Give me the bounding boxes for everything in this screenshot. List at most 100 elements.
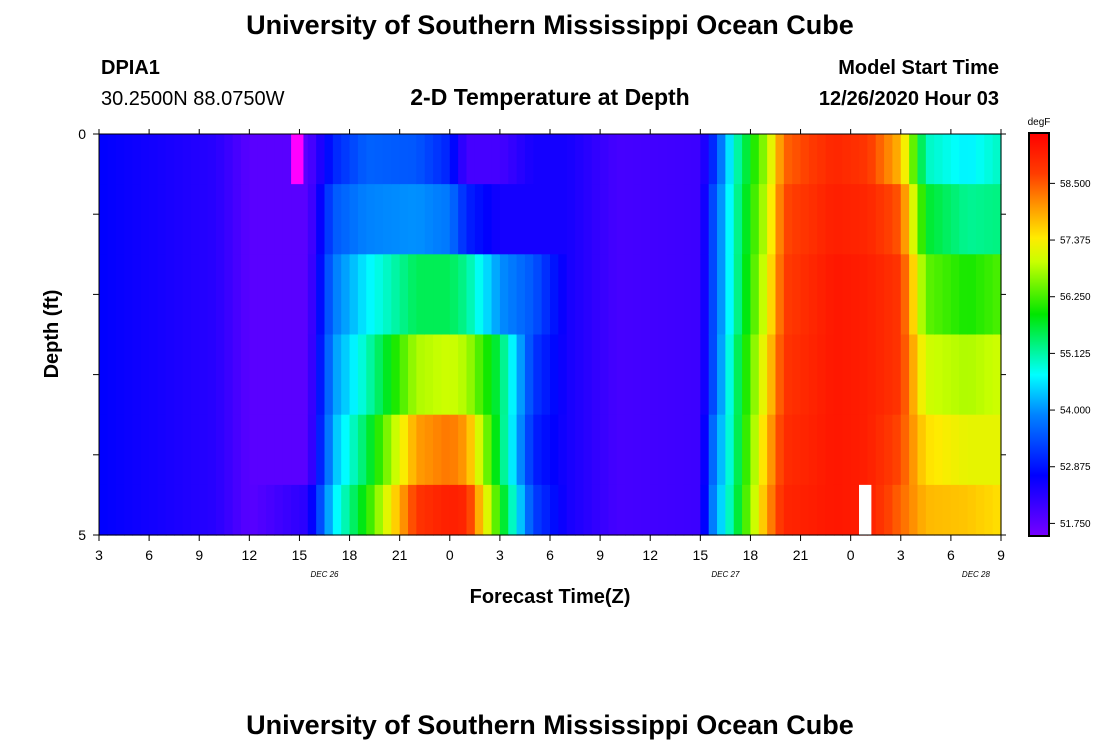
heatmap-cell — [341, 414, 351, 486]
heatmap-cell — [725, 184, 735, 255]
heatmap-cell — [533, 254, 543, 336]
heatmap-cell — [558, 334, 568, 416]
heatmap-cell — [558, 134, 568, 185]
heatmap-cell — [909, 254, 919, 336]
heatmap-cell — [458, 254, 468, 336]
heatmap-cell — [708, 484, 718, 536]
heatmap-cell — [842, 184, 852, 255]
heatmap-cell — [491, 134, 501, 185]
heatmap-cell — [608, 414, 618, 486]
heatmap-cell — [700, 134, 710, 185]
heatmap-cell — [207, 334, 217, 416]
heatmap-cell — [867, 414, 877, 486]
heatmap-cell — [650, 254, 660, 336]
heatmap-cell — [433, 334, 443, 416]
heatmap-cell — [357, 134, 367, 185]
heatmap-cell — [750, 414, 760, 486]
heatmap-cell — [950, 254, 960, 336]
heatmap-cell — [224, 484, 234, 536]
heatmap-cell — [641, 484, 651, 536]
heatmap-cell — [240, 334, 250, 416]
heatmap-cell — [274, 134, 284, 185]
heatmap-cell — [215, 334, 225, 416]
heatmap-cell — [232, 484, 242, 536]
heatmap-cell — [717, 134, 726, 185]
heatmap-cell — [357, 484, 367, 536]
heatmap-cell — [825, 334, 835, 416]
heatmap-cell — [282, 254, 292, 336]
heatmap-cell — [750, 134, 760, 185]
heatmap-cell — [115, 254, 125, 336]
x-tick-label: 12 — [642, 547, 658, 563]
heatmap-cell — [266, 334, 275, 416]
colorbar — [1028, 132, 1050, 537]
heatmap-cell — [224, 334, 234, 416]
heatmap-cell — [717, 484, 726, 536]
heatmap-cell — [583, 184, 593, 255]
heatmap-cell — [658, 134, 668, 185]
heatmap-cell — [174, 134, 184, 185]
heatmap-cell — [925, 254, 935, 336]
heatmap-cell — [391, 134, 401, 185]
heatmap-cell — [240, 254, 250, 336]
heatmap-cell — [925, 184, 935, 255]
y-axis-title: Depth (ft) — [41, 290, 63, 379]
heatmap-cell — [591, 334, 601, 416]
heatmap-cell — [491, 414, 501, 486]
heatmap-cell — [550, 414, 559, 486]
heatmap-cell — [266, 484, 275, 536]
heatmap-cell — [767, 414, 777, 486]
heatmap-cell — [975, 414, 985, 486]
heatmap-cell — [641, 254, 651, 336]
heatmap-cell — [140, 334, 150, 416]
heatmap-cell — [833, 134, 843, 185]
heatmap-cell — [215, 254, 225, 336]
heatmap-cell — [449, 254, 459, 336]
heatmap-cell — [817, 334, 827, 416]
heatmap-cell — [808, 334, 818, 416]
heatmap-cell — [934, 184, 944, 255]
heatmap-cell — [416, 414, 426, 486]
y-tick-label: 5 — [78, 527, 86, 543]
heatmap-cell — [733, 184, 743, 255]
heatmap-cell — [742, 184, 752, 255]
heatmap-cell — [299, 134, 309, 185]
heatmap-cell — [249, 414, 259, 486]
heatmap-cell — [792, 184, 802, 255]
heatmap-cell — [424, 414, 434, 486]
heatmap-cell — [408, 134, 417, 185]
heatmap-cell — [892, 184, 902, 255]
heatmap-cell — [608, 334, 618, 416]
heatmap-cell — [817, 484, 827, 536]
colorbar-tick-label: 55.125 — [1060, 349, 1091, 360]
heatmap-cell — [750, 184, 760, 255]
heatmap-cell — [391, 334, 401, 416]
heatmap-cell — [366, 184, 376, 255]
heatmap-cell — [99, 334, 108, 416]
heatmap-cell — [499, 334, 509, 416]
heatmap-cell — [307, 334, 317, 416]
heatmap-cell — [875, 334, 885, 416]
heatmap-cell — [291, 184, 301, 255]
heatmap-cell — [800, 334, 810, 416]
heatmap-cell — [282, 484, 292, 536]
heatmap-cell — [892, 254, 902, 336]
heatmap-cell — [240, 414, 250, 486]
heatmap-cell — [650, 134, 660, 185]
heatmap-cell — [541, 334, 551, 416]
heatmap-cell — [374, 484, 384, 536]
heatmap-cell — [107, 184, 117, 255]
heatmap-cell — [232, 334, 242, 416]
heatmap-cell — [992, 184, 1002, 255]
heatmap-cell — [508, 184, 518, 255]
heatmap-cell — [758, 134, 768, 185]
heatmap-cell — [232, 184, 242, 255]
heatmap-cell — [783, 184, 793, 255]
heatmap-cell — [232, 414, 242, 486]
heatmap-cell — [959, 414, 969, 486]
heatmap-cell — [157, 184, 167, 255]
heatmap-cell — [767, 134, 777, 185]
heatmap-cell — [240, 134, 250, 185]
heatmap-cell — [416, 184, 426, 255]
